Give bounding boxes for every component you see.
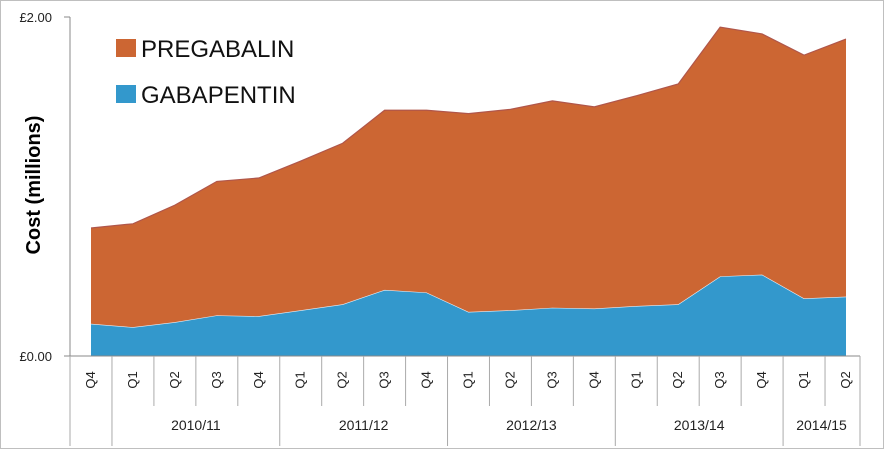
x-group-label: 2010/11 — [171, 417, 221, 433]
axes-layer: £0.00 £2.00 — [19, 10, 860, 364]
legend-swatch-gabapentin — [116, 85, 136, 103]
x-tick-label: Q2 — [502, 371, 517, 388]
x-group-label: 2012/13 — [506, 417, 557, 433]
x-tick-label: Q4 — [251, 371, 266, 388]
x-axis-labels: Q4 Q1 Q2 Q3 Q4 Q1 Q2 Q3 Q4 Q1 Q2 Q3 Q4 Q1 Q2 Q3 Q4 Q1 Q2 20… — [69, 356, 861, 446]
legend-label-pregabalin: PREGABALIN — [141, 36, 294, 63]
x-tick-label: Q4 — [586, 371, 601, 388]
x-tick-label: Q1 — [796, 371, 811, 388]
x-tick-label: Q1 — [293, 371, 308, 388]
x-tick-label: Q2 — [670, 371, 685, 388]
x-tick-label: Q3 — [209, 371, 224, 388]
x-group-label: 2014/15 — [796, 417, 847, 433]
x-tick-label: Q4 — [754, 371, 769, 388]
x-tick-label: Q3 — [544, 371, 559, 388]
area-layer — [90, 26, 847, 356]
x-tick-label: Q2 — [838, 371, 853, 388]
x-tick-label: Q4 — [419, 371, 434, 388]
x-tick-label: Q1 — [628, 371, 643, 388]
x-tick-label: Q2 — [335, 371, 350, 388]
legend-label-gabapentin: GABAPENTIN — [141, 82, 296, 109]
x-tick-label: Q3 — [377, 371, 392, 388]
x-tick-label: Q3 — [712, 371, 727, 388]
y-tick-label: £2.00 — [19, 10, 52, 25]
area-gabapentin — [91, 274, 846, 356]
legend: PREGABALIN GABAPENTIN — [116, 36, 296, 109]
x-group-label: 2013/14 — [674, 417, 725, 433]
legend-swatch-pregabalin — [116, 39, 136, 57]
x-tick-label: Q4 — [83, 371, 98, 388]
x-tick-label: Q2 — [167, 371, 182, 388]
y-tick-label: £0.00 — [19, 349, 52, 364]
x-tick-label: Q1 — [461, 371, 476, 388]
area-pregabalin — [91, 27, 846, 328]
x-group-label: 2011/12 — [339, 417, 389, 433]
y-axis-title: Cost (millions) — [23, 116, 45, 255]
x-tick-label: Q1 — [125, 371, 140, 388]
area-edge-pregabalin — [90, 26, 847, 229]
